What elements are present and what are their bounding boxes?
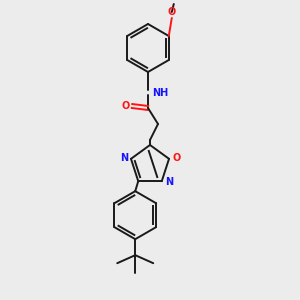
Text: O: O <box>122 101 130 111</box>
Text: O: O <box>168 7 176 17</box>
Text: N: N <box>165 177 173 187</box>
Text: O: O <box>172 153 180 163</box>
Text: N: N <box>120 153 128 163</box>
Text: NH: NH <box>152 88 168 98</box>
